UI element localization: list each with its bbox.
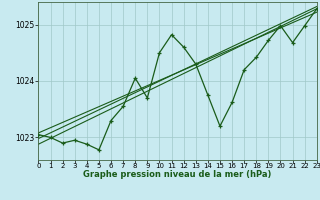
X-axis label: Graphe pression niveau de la mer (hPa): Graphe pression niveau de la mer (hPa) [84,170,272,179]
